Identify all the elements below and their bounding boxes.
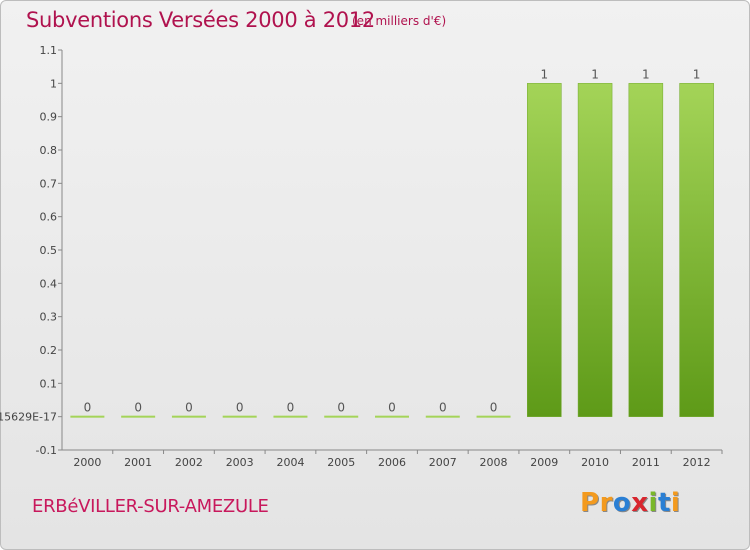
x-tick-label: 2007: [429, 456, 457, 469]
data-label: 0: [439, 401, 447, 415]
bar: [70, 415, 105, 418]
bar: [628, 83, 663, 417]
x-tick-label: 2012: [683, 456, 711, 469]
x-tick-label: 2005: [327, 456, 355, 469]
x-tick-label: 2006: [378, 456, 406, 469]
data-label: 1: [591, 67, 599, 81]
data-label: 1: [642, 67, 650, 81]
x-axis-ticks: 2000 2001 2002 2003 2004 2005 2006 2007 2008 2009…: [73, 450, 723, 469]
bar: [121, 415, 156, 418]
y-tick-label: 0.6: [40, 211, 58, 224]
x-tick-label: 2002: [175, 456, 203, 469]
x-tick-label: 2008: [480, 456, 508, 469]
bar-outline: [628, 83, 664, 417]
y-axis-ticks: -0.1 2.7755575615629E-17 0.1 0.2 0.3 0.4 0.5 0.…: [0, 44, 62, 457]
y-tick-label: 0.9: [40, 111, 58, 124]
bar: [679, 83, 714, 417]
logo-letter: x: [631, 488, 649, 518]
x-tick-label: 2000: [73, 456, 101, 469]
data-label: 1: [693, 67, 701, 81]
unit-note: (en milliers d'€): [352, 14, 447, 28]
x-tick-label: 2010: [581, 456, 609, 469]
data-label: 0: [134, 401, 142, 415]
bar-outline: [527, 83, 562, 417]
logo-letter: o: [612, 488, 632, 518]
bar: [324, 415, 359, 418]
commune-name: ERBéVILLER-SUR-AMEZULE: [32, 496, 269, 517]
bar: [375, 415, 409, 418]
bar-outline: [577, 83, 613, 417]
bar: [578, 83, 613, 417]
x-tick-label: 2011: [632, 456, 660, 469]
y-tick-label: 0.7: [40, 177, 58, 190]
y-tick-label: 1: [50, 77, 57, 90]
data-label: 0: [388, 401, 396, 415]
data-label: 0: [337, 401, 345, 415]
chart-title: Subventions Versées 2000 à 2012: [26, 8, 375, 32]
logo-letter: r: [599, 488, 613, 518]
bar: [425, 415, 460, 418]
logo-letter: t: [657, 488, 671, 518]
data-label: 0: [490, 401, 498, 415]
logo-letter: i: [670, 488, 681, 518]
bar: [527, 83, 562, 417]
bar: [273, 415, 308, 418]
y-tick-label: 0.2: [40, 344, 58, 357]
chart-axes: [61, 50, 722, 451]
x-tick-label: 2003: [226, 456, 254, 469]
data-label: 0: [287, 401, 295, 415]
proxiti-logo[interactable]: Proxiti: [580, 488, 680, 518]
data-label: 0: [185, 401, 193, 415]
logo-letter: i: [648, 488, 658, 518]
bar: [222, 415, 257, 418]
data-label: 1: [540, 67, 548, 81]
data-labels: 0 0 0 0 0 0 0 0 0 1 1 1 1: [84, 67, 701, 414]
y-tick-label: 1.1: [40, 44, 58, 57]
x-tick-label: 2009: [530, 456, 558, 469]
data-label: 0: [84, 401, 92, 415]
x-tick-label: 2001: [124, 456, 152, 469]
logo-letter: P: [580, 488, 600, 518]
bar: [171, 415, 206, 418]
y-tick-label: 0.8: [40, 144, 58, 157]
y-tick-label: 0.3: [40, 311, 58, 324]
bar-series: [70, 83, 714, 418]
y-tick-label: 2.7755575615629E-17: [0, 411, 57, 424]
y-tick-label: 0.4: [40, 277, 58, 290]
y-tick-label: -0.1: [36, 444, 57, 457]
x-tick-label: 2004: [276, 456, 304, 469]
bar-outline: [679, 83, 714, 417]
data-label: 0: [236, 401, 244, 415]
y-tick-label: 0.5: [40, 244, 58, 257]
y-tick-label: 0.1: [40, 377, 58, 390]
bar: [476, 415, 511, 418]
